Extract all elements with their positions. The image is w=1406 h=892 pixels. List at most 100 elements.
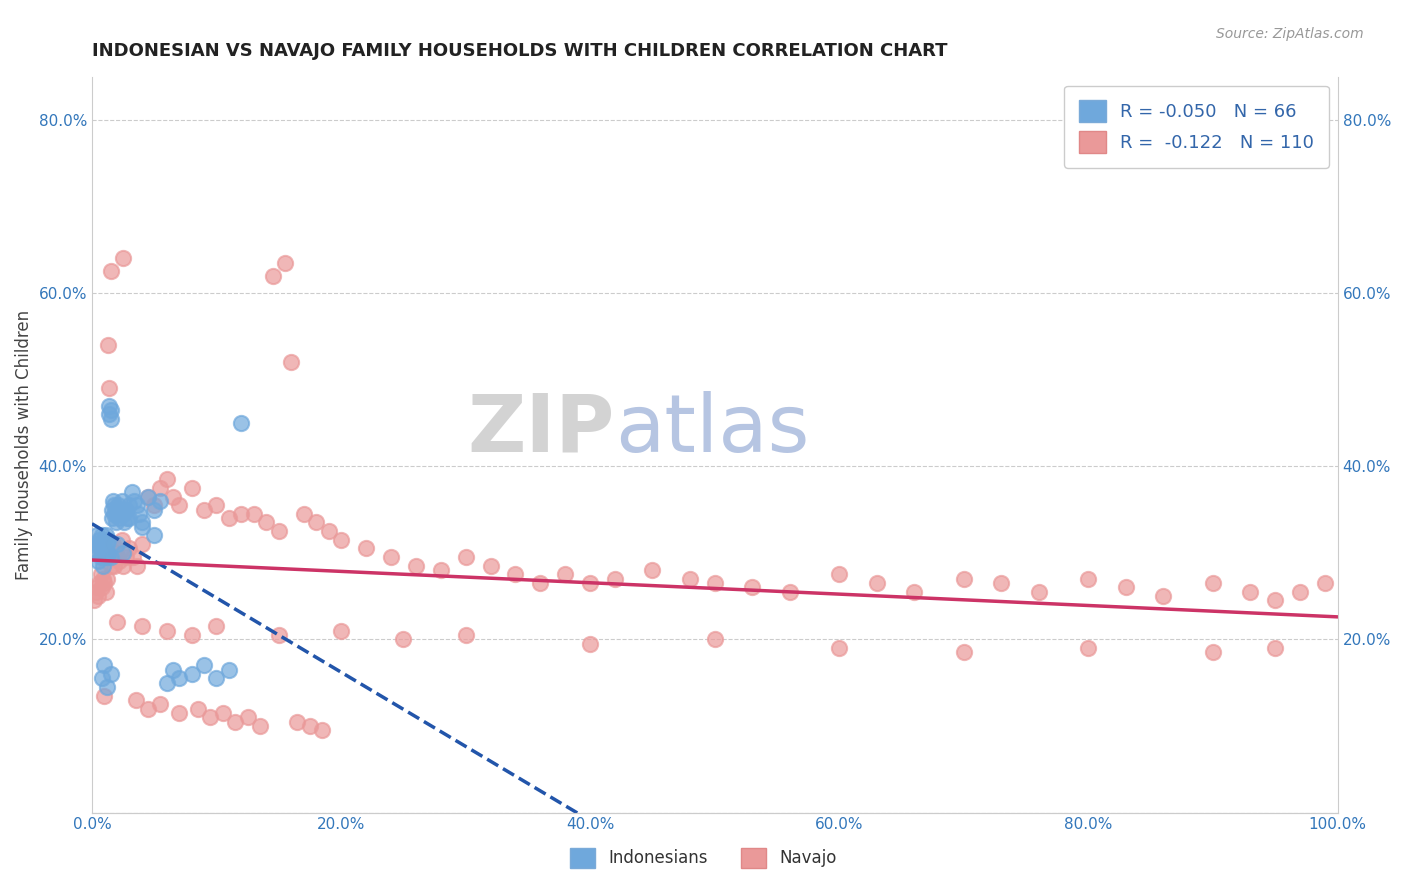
Point bbox=[94, 584, 117, 599]
Point bbox=[118, 541, 141, 556]
Point bbox=[97, 546, 120, 560]
Point bbox=[97, 338, 120, 352]
Point bbox=[187, 701, 209, 715]
Legend: Indonesians, Navajo: Indonesians, Navajo bbox=[562, 841, 844, 875]
Point bbox=[111, 533, 134, 547]
Text: atlas: atlas bbox=[614, 391, 810, 469]
Point bbox=[953, 572, 976, 586]
Point bbox=[405, 558, 427, 573]
Point bbox=[87, 537, 110, 551]
Point bbox=[108, 554, 131, 568]
Point bbox=[741, 581, 763, 595]
Point bbox=[90, 567, 112, 582]
Point bbox=[903, 584, 925, 599]
Point bbox=[136, 490, 159, 504]
Point bbox=[125, 498, 148, 512]
Point bbox=[91, 558, 114, 573]
Point bbox=[1115, 581, 1137, 595]
Text: INDONESIAN VS NAVAJO FAMILY HOUSEHOLDS WITH CHILDREN CORRELATION CHART: INDONESIAN VS NAVAJO FAMILY HOUSEHOLDS W… bbox=[91, 42, 948, 60]
Point bbox=[91, 572, 114, 586]
Point bbox=[679, 572, 702, 586]
Point bbox=[249, 719, 271, 733]
Text: ZIP: ZIP bbox=[468, 391, 614, 469]
Point bbox=[287, 714, 309, 729]
Point bbox=[236, 710, 259, 724]
Point bbox=[105, 550, 128, 565]
Point bbox=[101, 511, 124, 525]
Point bbox=[90, 546, 112, 560]
Point bbox=[205, 619, 228, 633]
Point bbox=[128, 507, 150, 521]
Point bbox=[218, 511, 240, 525]
Point bbox=[131, 619, 153, 633]
Point bbox=[94, 528, 117, 542]
Point bbox=[162, 663, 184, 677]
Point bbox=[93, 689, 115, 703]
Point bbox=[1152, 589, 1174, 603]
Point bbox=[1077, 640, 1099, 655]
Point bbox=[167, 498, 190, 512]
Point bbox=[90, 671, 112, 685]
Point bbox=[205, 671, 228, 685]
Point bbox=[1264, 640, 1286, 655]
Point bbox=[105, 507, 128, 521]
Point bbox=[112, 558, 135, 573]
Point bbox=[98, 399, 121, 413]
Point bbox=[100, 264, 122, 278]
Point bbox=[96, 550, 118, 565]
Point bbox=[180, 628, 202, 642]
Point bbox=[101, 502, 124, 516]
Point bbox=[243, 507, 266, 521]
Point bbox=[122, 493, 145, 508]
Point bbox=[84, 584, 107, 599]
Point bbox=[143, 528, 166, 542]
Point bbox=[554, 567, 576, 582]
Point bbox=[100, 550, 122, 565]
Point bbox=[87, 554, 110, 568]
Point bbox=[193, 502, 215, 516]
Point bbox=[112, 516, 135, 530]
Point bbox=[292, 507, 315, 521]
Point bbox=[90, 550, 112, 565]
Point bbox=[703, 632, 725, 647]
Point bbox=[641, 563, 664, 577]
Point bbox=[380, 550, 402, 565]
Point bbox=[114, 502, 136, 516]
Point bbox=[354, 541, 377, 556]
Point bbox=[105, 615, 128, 629]
Point bbox=[112, 507, 135, 521]
Point bbox=[305, 516, 328, 530]
Point bbox=[91, 541, 114, 556]
Point bbox=[143, 502, 166, 516]
Point bbox=[603, 572, 626, 586]
Point bbox=[149, 481, 172, 495]
Point bbox=[828, 640, 851, 655]
Point bbox=[93, 658, 115, 673]
Point bbox=[1239, 584, 1261, 599]
Point bbox=[89, 576, 111, 591]
Point bbox=[162, 490, 184, 504]
Point bbox=[143, 498, 166, 512]
Point bbox=[953, 645, 976, 659]
Point bbox=[89, 541, 111, 556]
Point bbox=[505, 567, 527, 582]
Point bbox=[156, 624, 179, 638]
Point bbox=[86, 581, 108, 595]
Point bbox=[267, 628, 290, 642]
Point bbox=[274, 256, 297, 270]
Point bbox=[83, 593, 105, 607]
Text: Source: ZipAtlas.com: Source: ZipAtlas.com bbox=[1216, 27, 1364, 41]
Point bbox=[100, 667, 122, 681]
Point bbox=[579, 576, 602, 591]
Point bbox=[454, 628, 477, 642]
Point bbox=[180, 667, 202, 681]
Point bbox=[122, 550, 145, 565]
Point bbox=[1202, 576, 1225, 591]
Point bbox=[118, 511, 141, 525]
Point bbox=[131, 516, 153, 530]
Point bbox=[703, 576, 725, 591]
Point bbox=[115, 511, 138, 525]
Point bbox=[429, 563, 451, 577]
Point bbox=[93, 550, 115, 565]
Point bbox=[200, 710, 222, 724]
